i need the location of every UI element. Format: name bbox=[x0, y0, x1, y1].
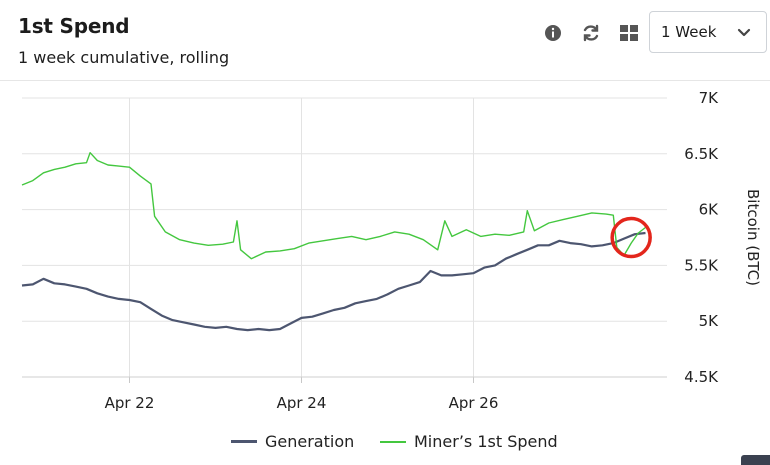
grid-icon[interactable] bbox=[618, 22, 640, 44]
chart-annotations bbox=[610, 216, 652, 259]
series-lines bbox=[21, 152, 646, 332]
range-select[interactable]: 1 Week bbox=[649, 11, 767, 53]
chart-grid bbox=[22, 97, 667, 383]
legend-item-generation[interactable]: Generation bbox=[231, 432, 354, 451]
y-tick-label: 6K bbox=[699, 201, 720, 219]
y-tick-label: 4.5K bbox=[684, 368, 719, 386]
x-axis-ticks: Apr 22 Apr 24 Apr 26 bbox=[105, 394, 499, 412]
y-tick-label: 5K bbox=[699, 312, 720, 330]
legend-item-miners-first-spend[interactable]: Miner’s 1st Spend bbox=[380, 432, 558, 451]
range-select-value: 1 Week bbox=[661, 23, 717, 41]
y-tick-label: 7K bbox=[699, 89, 720, 107]
highlight-circle bbox=[610, 216, 652, 259]
x-tick-label: Apr 22 bbox=[105, 394, 155, 412]
y-axis-ticks: 7K 6.5K 6K 5.5K 5K 4.5K bbox=[684, 89, 719, 386]
legend-label-generation: Generation bbox=[265, 432, 355, 451]
series-line-generation bbox=[21, 231, 646, 332]
chart-subtitle: 1 week cumulative, rolling bbox=[18, 48, 230, 67]
legend: Generation Miner’s 1st Spend bbox=[0, 432, 770, 458]
x-tick-label: Apr 24 bbox=[277, 394, 327, 412]
corner-tab bbox=[741, 455, 770, 465]
series-line-miners-first-spend bbox=[21, 152, 646, 260]
chart-header: 1st Spend 1 week cumulative, rolling 1 W… bbox=[0, 0, 770, 81]
legend-swatch-miners-first-spend bbox=[380, 440, 406, 443]
x-tick-label: Apr 26 bbox=[449, 394, 499, 412]
legend-label-miners-first-spend: Miner’s 1st Spend bbox=[414, 432, 558, 451]
legend-swatch-generation bbox=[231, 440, 257, 443]
chart-title: 1st Spend bbox=[18, 14, 130, 38]
refresh-icon[interactable] bbox=[580, 22, 602, 44]
info-icon[interactable] bbox=[542, 22, 564, 44]
chevron-down-icon bbox=[736, 24, 752, 44]
y-axis-label: Bitcoin (BTC) bbox=[744, 189, 762, 286]
line-chart: 7K 6.5K 6K 5.5K 5K 4.5K Apr 22 Apr 24 Apr 26 Bi… bbox=[21, 89, 762, 412]
y-tick-label: 6.5K bbox=[684, 145, 719, 163]
y-tick-label: 5.5K bbox=[684, 256, 719, 274]
